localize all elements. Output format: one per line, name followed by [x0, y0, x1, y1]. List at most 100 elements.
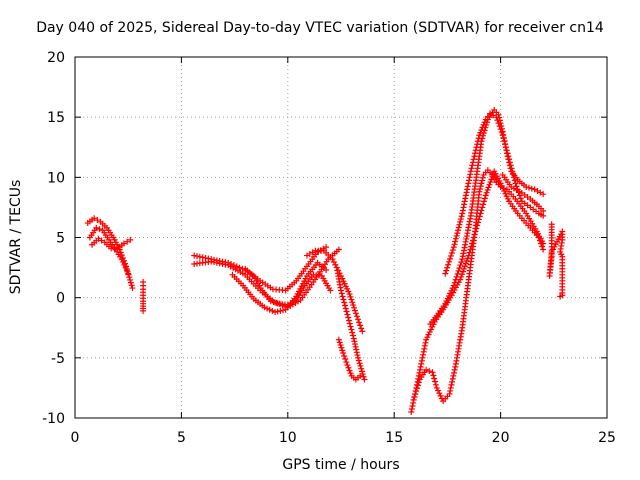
x-tick-label: 20 — [492, 430, 510, 446]
series-t17 — [546, 221, 566, 300]
data-point — [339, 347, 346, 354]
data-point — [354, 352, 361, 359]
data-point — [352, 310, 359, 317]
data-point — [351, 338, 358, 345]
data-point — [447, 387, 454, 394]
data-point — [448, 250, 455, 257]
data-point — [91, 215, 98, 222]
data-point — [270, 299, 277, 306]
data-point — [127, 276, 134, 283]
x-tick-label: 25 — [598, 430, 616, 446]
data-point — [467, 171, 474, 178]
data-point — [339, 293, 346, 300]
data-point — [269, 307, 276, 314]
data-point — [450, 244, 457, 251]
data-point — [479, 177, 486, 184]
data-point — [473, 144, 480, 151]
data-point — [435, 387, 442, 394]
data-point — [417, 363, 424, 370]
data-point — [430, 372, 437, 379]
data-point — [507, 162, 514, 169]
y-tick-label: -10 — [42, 411, 65, 427]
series-t1 — [84, 215, 136, 292]
data-point — [357, 372, 364, 379]
data-point — [472, 147, 479, 154]
data-point — [233, 263, 240, 270]
data-point — [126, 274, 133, 281]
data-point — [98, 237, 105, 244]
data-point — [503, 147, 510, 154]
data-point — [409, 402, 416, 409]
data-point — [496, 123, 503, 130]
data-point — [457, 218, 464, 225]
data-point — [508, 165, 515, 172]
data-point — [502, 144, 509, 151]
data-point — [480, 132, 487, 139]
data-point — [502, 141, 509, 148]
data-point — [191, 252, 198, 259]
data-point — [346, 320, 353, 327]
data-point — [432, 378, 439, 385]
data-point — [475, 135, 482, 142]
data-point — [272, 309, 279, 316]
data-point — [511, 177, 518, 184]
data-point — [340, 350, 347, 357]
y-tick-label: 20 — [47, 50, 65, 66]
data-point — [213, 259, 220, 266]
data-point — [127, 236, 134, 243]
data-point — [335, 336, 342, 343]
data-point — [453, 273, 460, 280]
data-point — [487, 179, 494, 186]
data-point — [481, 198, 488, 205]
data-point — [506, 159, 513, 166]
data-point — [523, 183, 530, 190]
data-point — [273, 299, 280, 306]
data-point — [481, 119, 488, 126]
data-point — [359, 328, 366, 335]
data-point — [120, 259, 127, 266]
data-point — [120, 240, 127, 247]
data-point — [349, 332, 356, 339]
series-t16 — [499, 171, 547, 215]
data-point — [460, 268, 467, 275]
data-point — [452, 276, 459, 283]
data-point — [460, 204, 467, 211]
data-point — [358, 325, 365, 332]
data-point — [415, 379, 422, 386]
data-point — [355, 316, 362, 323]
series-t3 — [89, 235, 134, 252]
data-point — [442, 270, 449, 277]
data-point — [500, 185, 507, 192]
data-point — [347, 293, 354, 300]
data-point — [418, 360, 425, 367]
data-point — [264, 305, 271, 312]
data-point — [450, 282, 457, 289]
data-point — [353, 349, 360, 356]
data-point — [323, 244, 330, 251]
data-point — [481, 195, 488, 202]
data-point — [504, 150, 511, 157]
data-point — [509, 168, 516, 175]
data-point — [480, 201, 487, 208]
data-point — [327, 287, 334, 294]
data-point — [466, 174, 473, 181]
data-point — [421, 345, 428, 352]
data-point — [540, 191, 547, 198]
data-point — [471, 153, 478, 160]
data-point — [497, 183, 504, 190]
data-point — [341, 299, 348, 306]
data-point — [344, 311, 351, 318]
data-point — [467, 168, 474, 175]
series-t9 — [303, 247, 366, 335]
data-point — [345, 364, 352, 371]
data-point — [472, 150, 479, 157]
data-point — [454, 270, 461, 277]
data-point — [486, 181, 493, 188]
data-point — [433, 384, 440, 391]
data-point — [340, 296, 347, 303]
data-point — [211, 259, 218, 266]
data-point — [451, 279, 458, 286]
data-point — [345, 317, 352, 324]
data-point — [463, 257, 470, 264]
data-point — [494, 117, 501, 124]
